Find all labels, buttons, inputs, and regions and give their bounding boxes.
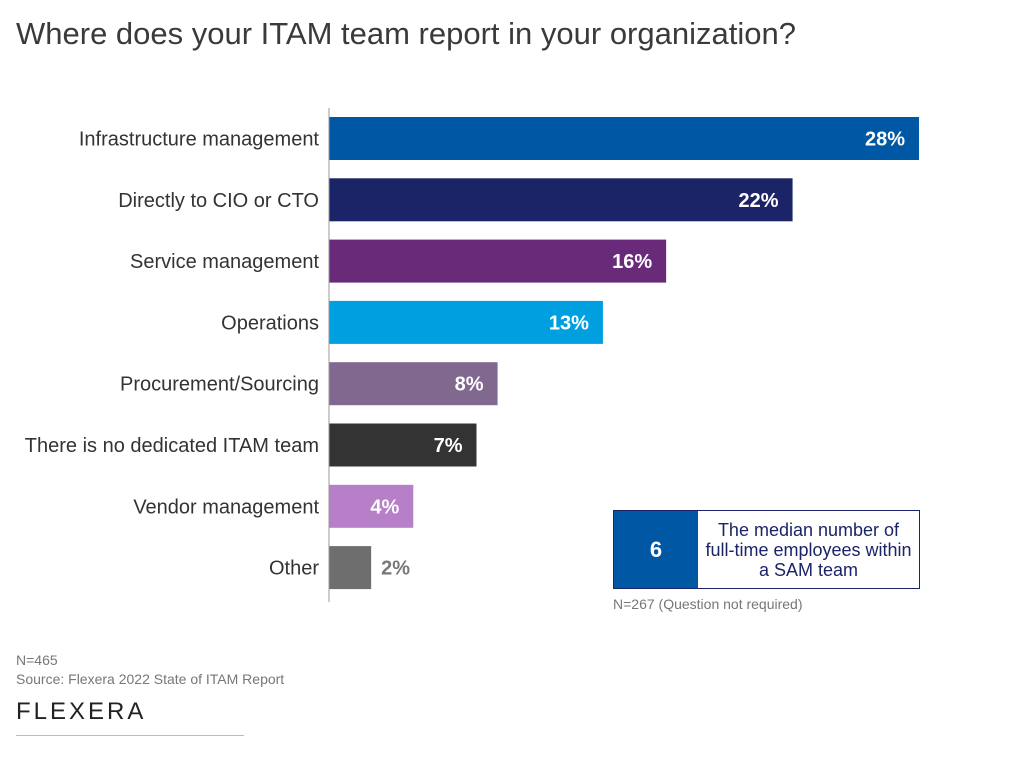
median-callout: 6 The median number of full-time employe…: [613, 510, 920, 589]
value-label: 8%: [455, 374, 484, 396]
value-label: 7%: [434, 435, 463, 457]
category-label: Infrastructure management: [79, 129, 320, 151]
callout-text: The median number of full-time employees…: [705, 519, 912, 580]
bar: [329, 484, 414, 528]
category-label: Operations: [221, 312, 319, 334]
category-label: Service management: [130, 251, 319, 273]
bar: [329, 239, 667, 283]
bar: [329, 546, 372, 590]
footer-divider: [16, 735, 244, 736]
category-label: There is no dedicated ITAM team: [25, 435, 319, 457]
bar: [329, 300, 603, 344]
value-label: 28%: [865, 129, 905, 151]
bar: [329, 423, 477, 467]
category-label: Other: [269, 558, 319, 580]
bar: [329, 178, 793, 222]
bar: [329, 117, 919, 160]
value-label: 22%: [739, 190, 779, 212]
category-label: Directly to CIO or CTO: [118, 190, 319, 212]
bar-chart: Infrastructure management 28% Directly to …: [25, 108, 919, 602]
source-note: Source: Flexera 2022 State of ITAM Repor…: [16, 671, 285, 687]
category-label: Vendor management: [133, 496, 319, 518]
value-label: 13%: [549, 312, 589, 334]
value-label: 4%: [370, 496, 399, 518]
sample-size: N=465: [16, 652, 58, 668]
flexera-logo: FLEXERA: [16, 698, 147, 725]
value-label: 16%: [612, 251, 652, 273]
value-label: 2%: [381, 558, 410, 580]
callout-note: N=267 (Question not required): [613, 596, 803, 612]
bar: [329, 362, 498, 406]
category-label: Procurement/Sourcing: [120, 374, 319, 396]
callout-value: 6: [614, 511, 698, 588]
chart-title: Where does your ITAM team report in your…: [16, 16, 796, 51]
